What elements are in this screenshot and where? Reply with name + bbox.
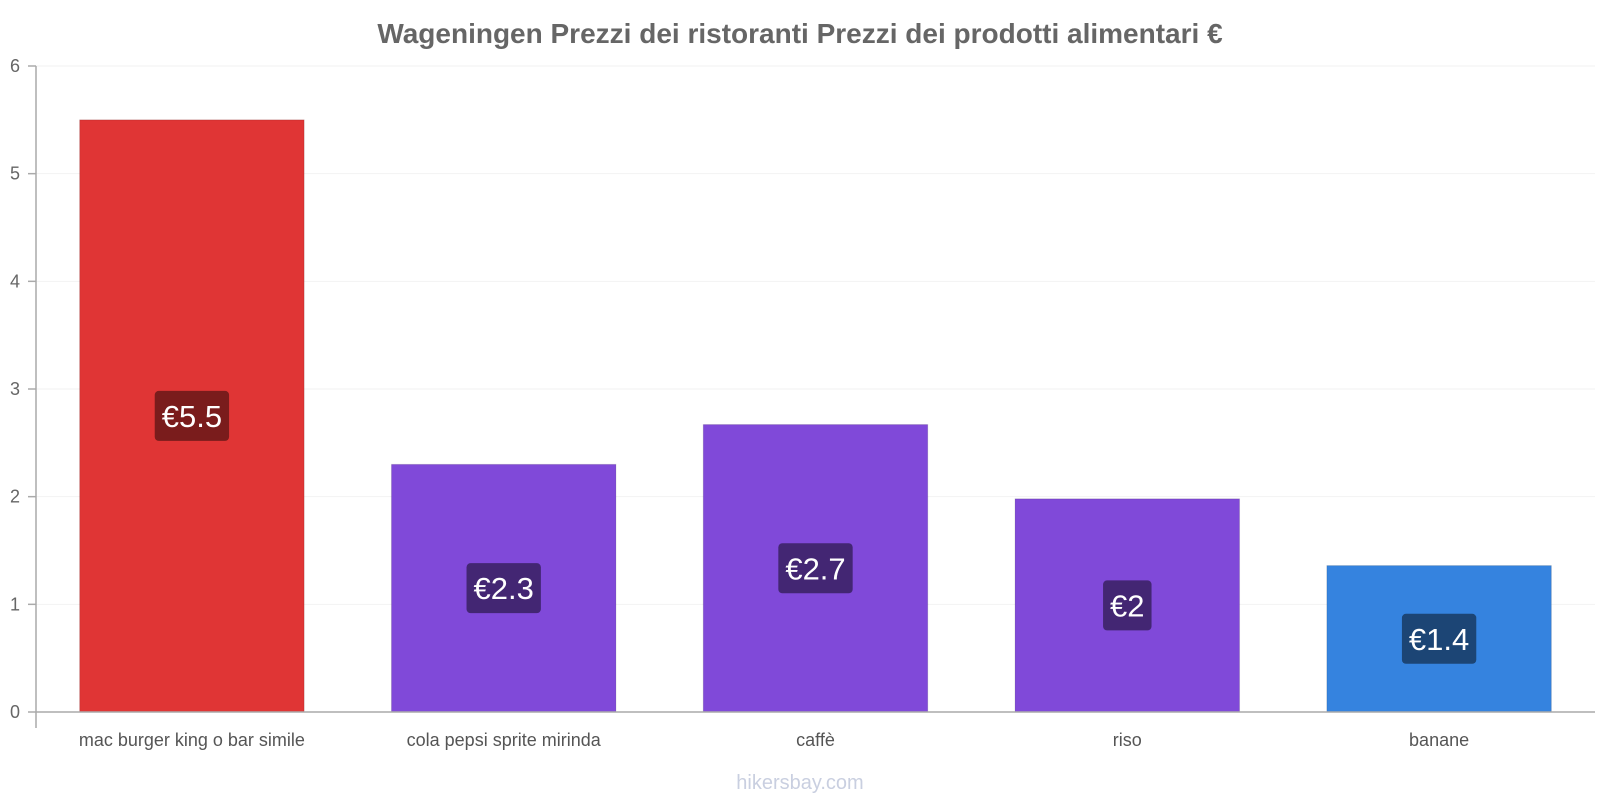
watermark: hikersbay.com [736,772,863,794]
value-label-bg [466,563,541,614]
value-label-bg [1103,580,1152,631]
x-tick-label: mac burger king o bar simile [79,730,305,750]
value-label: €1.4 [1401,613,1477,664]
y-tick-label: 2 [10,487,20,507]
value-label-bg [1401,613,1477,664]
value-label: €5.5 [154,390,230,441]
bars [79,119,1552,713]
y-tick-label: 3 [10,379,20,399]
chart-title: Wageningen Prezzi dei ristoranti Prezzi … [377,18,1223,49]
value-label-text: €2.3 [474,571,534,606]
value-label-bg [154,390,230,441]
y-tick-label: 0 [10,702,20,722]
value-label-text: €2 [1110,588,1144,623]
y-axis-ticks: 0 1 2 3 4 5 6 [10,56,36,722]
x-tick-label: riso [1113,730,1142,750]
value-labels: €5.5 €2.3 €2.7 €2 €1.4 [154,390,1477,664]
value-label-bg [778,543,853,594]
x-axis-labels: mac burger king o bar simile cola pepsi s… [79,730,1469,750]
x-tick-label: caffè [796,730,835,750]
y-tick-label: 5 [10,164,20,184]
value-label-text: €1.4 [1409,622,1469,657]
y-tick-label: 6 [10,56,20,76]
y-tick-label: 1 [10,594,20,614]
value-label-text: €2.7 [785,551,845,586]
value-label: €2.3 [466,563,541,614]
value-label: €2.7 [778,543,853,594]
value-label: €2 [1103,580,1152,631]
y-tick-label: 4 [10,271,20,291]
x-tick-label: banane [1409,730,1469,750]
x-tick-label: cola pepsi sprite mirinda [407,730,602,750]
value-label-text: €5.5 [162,399,222,434]
